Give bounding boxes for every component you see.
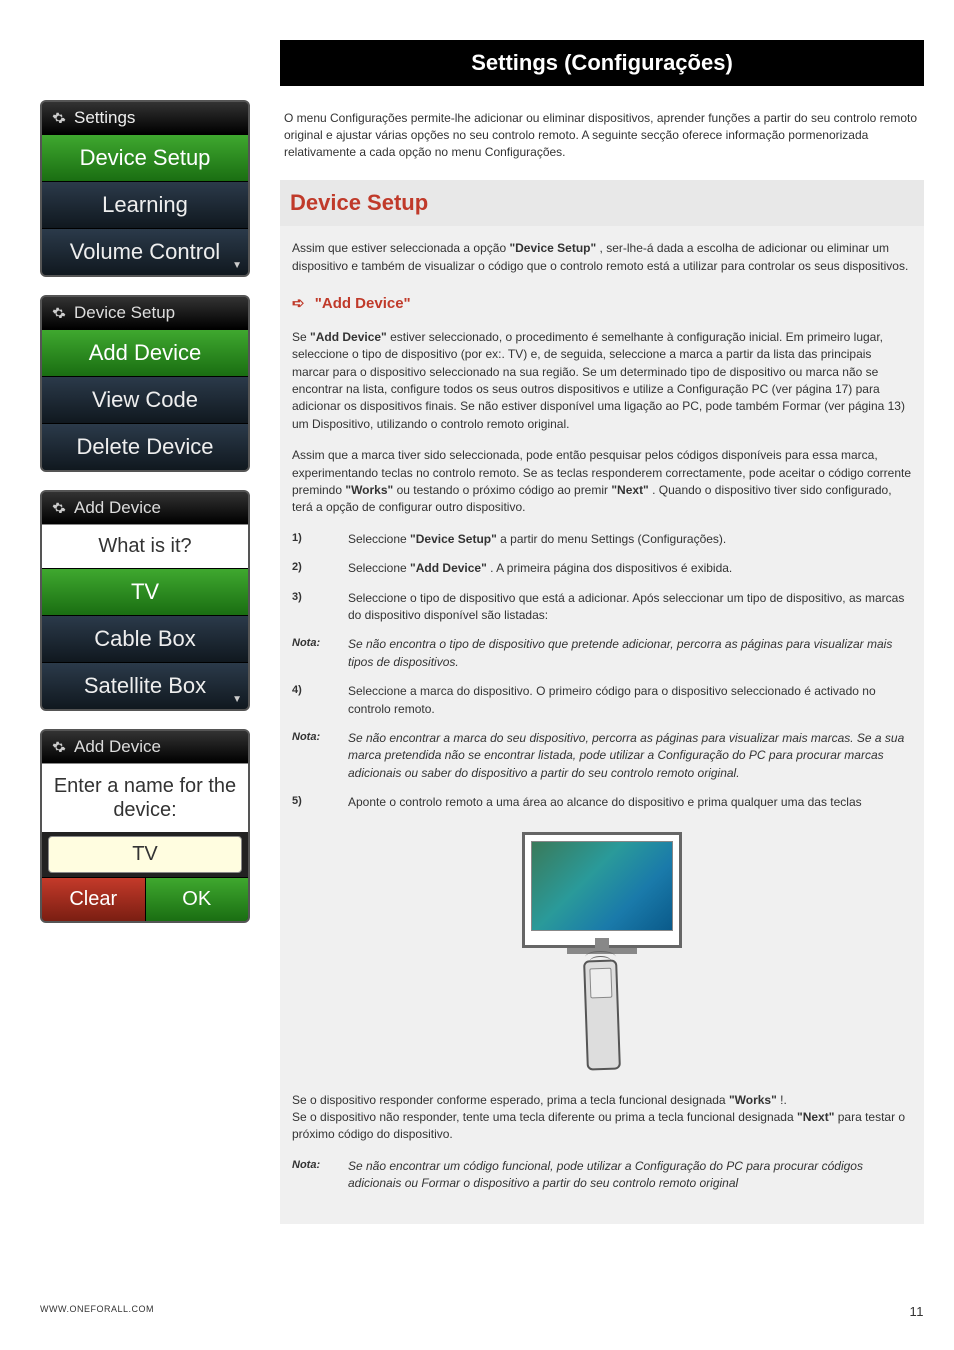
menu-item-tv[interactable]: TV bbox=[42, 568, 248, 615]
step-text: Seleccione a marca do dispositivo. O pri… bbox=[348, 683, 912, 718]
menu-item-view-code[interactable]: View Code bbox=[42, 376, 248, 423]
note-2: Nota: Se não encontrar a marca do seu di… bbox=[292, 730, 912, 782]
step-text: Seleccione "Device Setup" a partir do me… bbox=[348, 531, 912, 548]
menu-settings-header: Settings bbox=[42, 102, 248, 134]
text: estiver seleccionado, o procedimento é s… bbox=[292, 330, 905, 431]
tv-screen bbox=[531, 841, 673, 931]
chevron-down-icon: ▼ bbox=[232, 694, 242, 705]
note-label: Nota: bbox=[292, 636, 328, 671]
text: Se o dispositivo não responder, tente um… bbox=[292, 1110, 797, 1124]
text: . A primeira página dos dispositivos é e… bbox=[490, 561, 732, 575]
menu-device-setup-title: Device Setup bbox=[74, 303, 175, 323]
text-bold: "Works" bbox=[729, 1093, 777, 1107]
menu-item-learning[interactable]: Learning bbox=[42, 181, 248, 228]
menu-button-row: Clear OK bbox=[42, 877, 248, 921]
note-label: Nota: bbox=[292, 1158, 328, 1193]
step-text: Seleccione "Add Device" . A primeira pág… bbox=[348, 560, 912, 577]
text-bold: "Add Device" bbox=[410, 561, 487, 575]
menu-settings-title: Settings bbox=[74, 108, 135, 128]
remote-icon bbox=[583, 959, 621, 1070]
menu-add-device-type-title: Add Device bbox=[74, 498, 161, 518]
tv-icon bbox=[522, 832, 682, 948]
text-bold: "Device Setup" bbox=[410, 532, 497, 546]
text: Se bbox=[292, 330, 310, 344]
step-3: 3) Seleccione o tipo de dispositivo que … bbox=[292, 590, 912, 625]
text: Seleccione bbox=[348, 532, 410, 546]
menu-item-volume-control[interactable]: Volume Control ▼ bbox=[42, 228, 248, 275]
intro-text: O menu Configurações permite-lhe adicion… bbox=[280, 110, 924, 160]
sidebar: Settings Device Setup Learning Volume Co… bbox=[40, 40, 250, 1244]
section-intro: Assim que estiver seleccionada a opção "… bbox=[292, 240, 912, 275]
menu-item-cable-box[interactable]: Cable Box bbox=[42, 615, 248, 662]
text: Assim que estiver seleccionada a opção bbox=[292, 241, 509, 255]
menu-item-satellite-box-label: Satellite Box bbox=[84, 673, 206, 698]
text-bold: "Device Setup" bbox=[509, 241, 596, 255]
arrow-icon: ➪ bbox=[292, 293, 305, 315]
para-1: Se "Add Device" estiver seleccionado, o … bbox=[292, 329, 912, 433]
page-header: Settings (Configurações) bbox=[280, 40, 924, 86]
menu-item-delete-device[interactable]: Delete Device bbox=[42, 423, 248, 470]
menu-prompt-entername: Enter a name for the device: bbox=[42, 763, 248, 832]
device-setup-section: Device Setup Assim que estiver seleccion… bbox=[280, 180, 924, 1224]
step-text: Seleccione o tipo de dispositivo que est… bbox=[348, 590, 912, 625]
note-text: Se não encontrar um código funcional, po… bbox=[348, 1158, 912, 1193]
menu-add-device-name-title: Add Device bbox=[74, 737, 161, 757]
step-4: 4) Seleccione a marca do dispositivo. O … bbox=[292, 683, 912, 718]
text: !. bbox=[780, 1093, 787, 1107]
step-2: 2) Seleccione "Add Device" . A primeira … bbox=[292, 560, 912, 577]
text-bold: "Works" bbox=[345, 483, 393, 497]
footer-url: WWW.ONEFORALL.COM bbox=[40, 1304, 154, 1319]
sub-heading-text: "Add Device" bbox=[315, 295, 411, 312]
section-title: Device Setup bbox=[280, 184, 924, 226]
sub-heading-add-device: ➪ "Add Device" bbox=[292, 293, 912, 315]
step-number: 3) bbox=[292, 590, 328, 625]
gear-icon bbox=[52, 111, 66, 125]
text-bold: "Next" bbox=[611, 483, 648, 497]
menu-settings: Settings Device Setup Learning Volume Co… bbox=[40, 100, 250, 277]
note-label: Nota: bbox=[292, 730, 328, 782]
menu-add-device-name-header: Add Device bbox=[42, 731, 248, 763]
text: ou testando o próximo código ao premir bbox=[397, 483, 612, 497]
section-body: Assim que estiver seleccionada a opção "… bbox=[280, 226, 924, 1224]
menu-item-volume-control-label: Volume Control bbox=[70, 239, 220, 264]
note-3: Nota: Se não encontrar um código funcion… bbox=[292, 1158, 912, 1193]
text: a partir do menu Settings (Configurações… bbox=[500, 532, 726, 546]
page-number: 11 bbox=[910, 1304, 925, 1319]
step-5: 5) Aponte o controlo remoto a uma área a… bbox=[292, 794, 912, 811]
gear-icon bbox=[52, 306, 66, 320]
menu-item-add-device[interactable]: Add Device bbox=[42, 329, 248, 376]
step-number: 4) bbox=[292, 683, 328, 718]
illustration-remote-tv bbox=[502, 824, 702, 1074]
step-number: 1) bbox=[292, 531, 328, 548]
post-illus-para1: Se o dispositivo responder conforme espe… bbox=[292, 1092, 912, 1144]
step-1: 1) Seleccione "Device Setup" a partir do… bbox=[292, 531, 912, 548]
ok-button[interactable]: OK bbox=[145, 877, 249, 921]
menu-device-setup: Device Setup Add Device View Code Delete… bbox=[40, 295, 250, 472]
step-text: Aponte o controlo remoto a uma área ao a… bbox=[348, 794, 912, 811]
note-text: Se não encontra o tipo de dispositivo qu… bbox=[348, 636, 912, 671]
menu-add-device-type: Add Device What is it? TV Cable Box Sate… bbox=[40, 490, 250, 711]
note-1: Nota: Se não encontra o tipo de disposit… bbox=[292, 636, 912, 671]
text: Seleccione bbox=[348, 561, 410, 575]
para-2: Assim que a marca tiver sido seleccionad… bbox=[292, 447, 912, 517]
gear-icon bbox=[52, 740, 66, 754]
content: Settings (Configurações) O menu Configur… bbox=[280, 40, 924, 1244]
device-name-input[interactable]: TV bbox=[48, 836, 242, 873]
menu-add-device-name: Add Device Enter a name for the device: … bbox=[40, 729, 250, 923]
step-number: 5) bbox=[292, 794, 328, 811]
clear-button[interactable]: Clear bbox=[42, 877, 145, 921]
note-text: Se não encontrar a marca do seu disposit… bbox=[348, 730, 912, 782]
chevron-down-icon: ▼ bbox=[232, 260, 242, 271]
menu-item-device-setup[interactable]: Device Setup bbox=[42, 134, 248, 181]
menu-add-device-type-header: Add Device bbox=[42, 492, 248, 524]
menu-item-satellite-box[interactable]: Satellite Box ▼ bbox=[42, 662, 248, 709]
menu-device-setup-header: Device Setup bbox=[42, 297, 248, 329]
text: Se o dispositivo responder conforme espe… bbox=[292, 1093, 729, 1107]
text-bold: "Next" bbox=[797, 1110, 834, 1124]
menu-prompt-whatisit: What is it? bbox=[42, 524, 248, 568]
gear-icon bbox=[52, 501, 66, 515]
step-number: 2) bbox=[292, 560, 328, 577]
footer: WWW.ONEFORALL.COM 11 bbox=[40, 1304, 924, 1319]
text-bold: "Add Device" bbox=[310, 330, 387, 344]
